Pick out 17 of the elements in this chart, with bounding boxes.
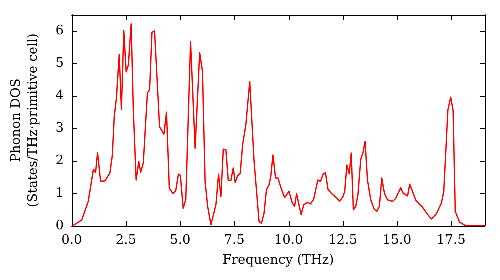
x-tick-label: 0.0 [62,233,82,248]
y-tick-label: 6 [56,24,64,39]
y-tick-label: 1 [56,186,64,202]
y-axis-title: Phonon DOS (States/THz·primitive cell) [9,33,41,208]
y-tick-label: 3 [56,121,64,136]
x-tick-label: 15.0 [382,233,412,248]
x-tick-label: 12.5 [328,233,358,248]
x-tick-label: 2.5 [116,233,137,248]
y-tick-label: 5 [56,56,64,72]
y-tick-label: 4 [56,88,64,104]
y-tick-label: 0 [56,218,64,234]
x-tick-label: 5.0 [170,233,191,248]
y-tick-label: 2 [56,154,64,169]
x-tick-label: 7.5 [224,233,245,248]
x-tick-label: 10.0 [274,233,304,248]
x-axis-title: Frequency (THz) [222,252,334,268]
x-tick-label: 17.5 [436,233,466,248]
